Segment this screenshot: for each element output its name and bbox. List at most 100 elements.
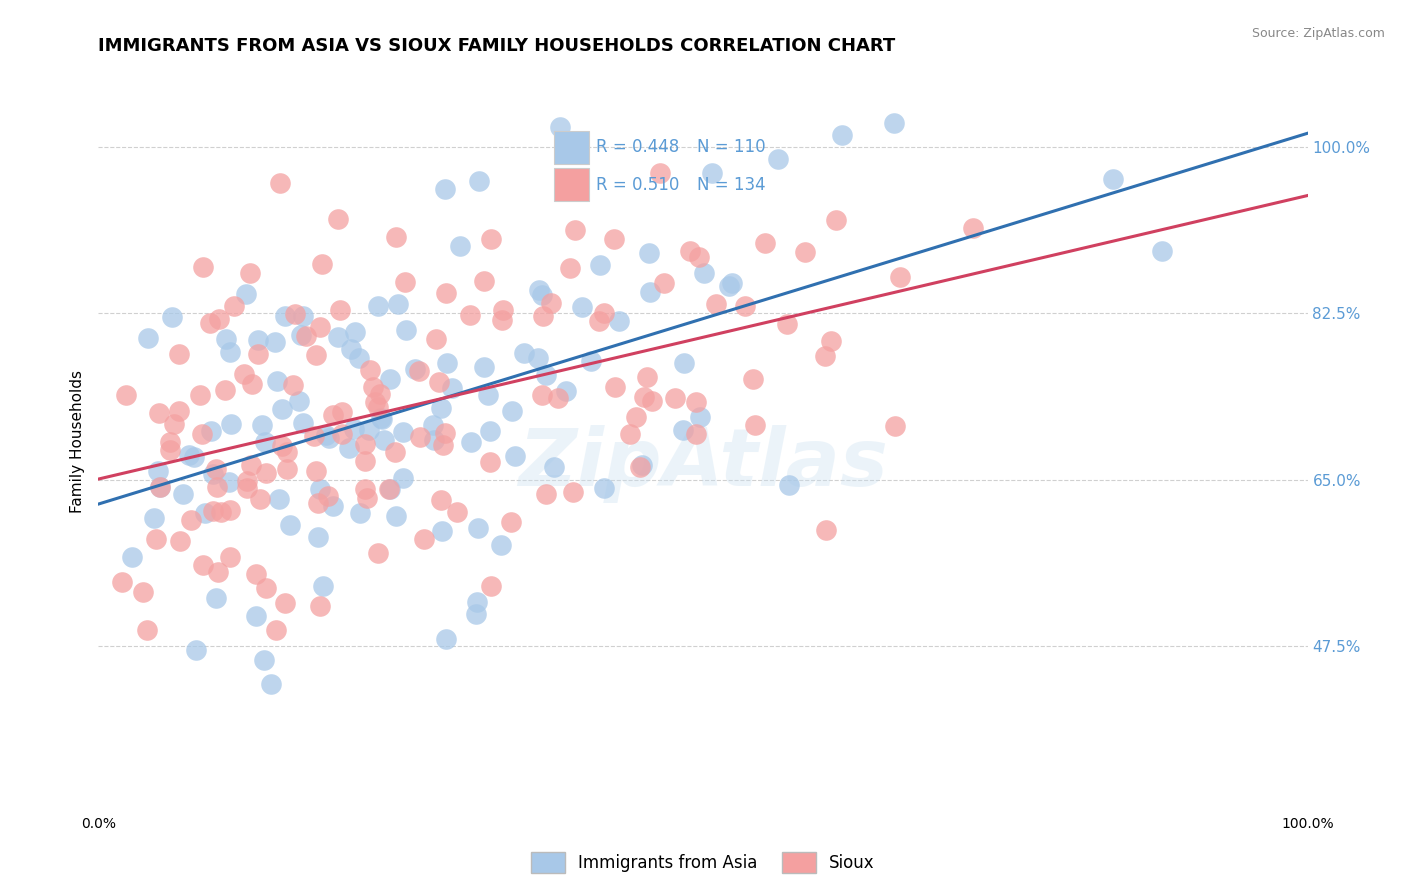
Point xyxy=(479,232,502,246)
Point xyxy=(619,426,641,441)
Point xyxy=(648,166,671,180)
Point xyxy=(593,306,616,320)
Point xyxy=(307,496,329,510)
Point xyxy=(290,327,312,342)
Point xyxy=(332,426,354,441)
Point xyxy=(593,481,616,495)
Point xyxy=(794,245,817,260)
Point xyxy=(962,220,984,235)
Point xyxy=(191,427,214,442)
Point xyxy=(884,419,907,434)
Point xyxy=(198,316,221,330)
Point xyxy=(146,464,169,478)
Point xyxy=(527,283,550,297)
Point xyxy=(404,361,426,376)
Point xyxy=(768,153,790,167)
Point xyxy=(776,317,799,331)
Point xyxy=(641,394,664,409)
Point xyxy=(534,487,557,501)
Point xyxy=(472,359,495,374)
Point xyxy=(825,212,848,227)
Point xyxy=(429,492,451,507)
Point xyxy=(169,533,191,548)
Point xyxy=(186,643,208,657)
Point xyxy=(631,458,654,472)
Point xyxy=(652,276,675,290)
Point xyxy=(558,260,581,275)
Point xyxy=(479,424,502,438)
Point xyxy=(547,391,569,405)
Point xyxy=(501,403,523,417)
Point xyxy=(449,238,471,252)
Point xyxy=(292,416,315,430)
Point xyxy=(136,331,159,345)
Point xyxy=(252,653,274,667)
Point xyxy=(354,454,377,468)
Point xyxy=(425,332,447,346)
Point xyxy=(235,286,257,301)
Point xyxy=(246,333,269,347)
Point xyxy=(254,582,277,596)
Point xyxy=(240,458,263,472)
Point xyxy=(239,266,262,280)
Point xyxy=(373,434,395,448)
Point xyxy=(270,439,292,453)
Point xyxy=(114,388,136,402)
Point xyxy=(180,513,202,527)
Point xyxy=(367,546,389,560)
Point xyxy=(361,380,384,394)
Point xyxy=(636,369,658,384)
Point xyxy=(638,245,661,260)
Point xyxy=(478,455,501,469)
Point xyxy=(477,388,499,402)
Point xyxy=(179,448,201,462)
Point xyxy=(820,334,842,348)
Point xyxy=(540,296,562,310)
Point xyxy=(429,401,451,416)
Point xyxy=(491,312,513,326)
Point xyxy=(384,509,406,524)
Point xyxy=(295,329,318,343)
Point xyxy=(367,299,389,313)
Point xyxy=(492,302,515,317)
Point xyxy=(328,212,350,227)
Point xyxy=(207,565,229,579)
Point xyxy=(349,351,371,366)
Point xyxy=(145,532,167,546)
Point xyxy=(274,596,297,610)
Point xyxy=(468,173,491,187)
Point xyxy=(315,428,337,442)
Point xyxy=(744,418,766,433)
Point xyxy=(219,550,242,565)
Point xyxy=(149,480,172,494)
Point xyxy=(318,431,340,445)
Point xyxy=(679,244,702,258)
Point xyxy=(589,258,612,272)
Point xyxy=(200,424,222,438)
Point xyxy=(370,411,392,425)
Point xyxy=(159,434,181,449)
Point xyxy=(240,376,263,391)
Point xyxy=(232,368,254,382)
Point xyxy=(218,475,240,490)
Point xyxy=(159,443,181,458)
Point xyxy=(183,450,205,464)
Point xyxy=(344,326,367,340)
Point xyxy=(548,120,571,134)
Point xyxy=(343,422,366,436)
Point xyxy=(530,287,553,301)
Point xyxy=(527,351,550,365)
Point xyxy=(266,374,288,388)
Point xyxy=(135,623,157,637)
Point xyxy=(278,517,301,532)
Point xyxy=(359,363,381,377)
Point xyxy=(446,505,468,519)
Point xyxy=(432,438,454,452)
Point xyxy=(312,578,335,592)
Point xyxy=(883,115,905,129)
Point xyxy=(409,430,432,444)
Point xyxy=(754,235,776,250)
Text: N = 134: N = 134 xyxy=(697,176,765,194)
Point xyxy=(214,383,236,397)
Point xyxy=(253,434,276,449)
